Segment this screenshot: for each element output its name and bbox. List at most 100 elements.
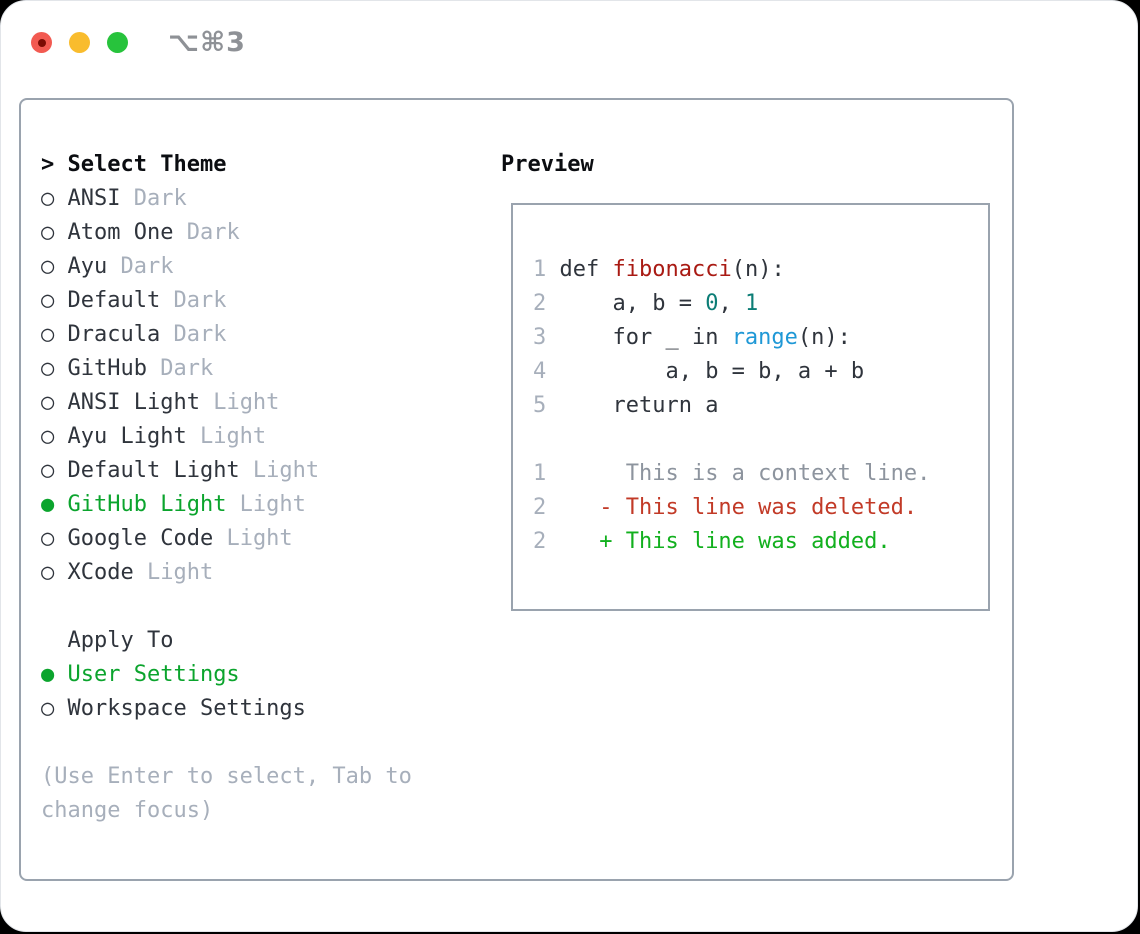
code-segment-plain: return a xyxy=(546,393,719,418)
option-variant-label: Dark xyxy=(107,254,174,279)
code-segment-plain: for _ in xyxy=(546,325,732,350)
keyboard-hint: (Use Enter to select, Tab to change focu… xyxy=(41,764,412,823)
theme-option-ansi-light[interactable]: ○ ANSI Light Light xyxy=(41,386,453,420)
option-variant-label: Dark xyxy=(160,288,227,313)
option-variant-label: Dark xyxy=(160,322,227,347)
code-segment-builtin: range xyxy=(731,325,798,350)
option-variant-label: Light xyxy=(186,424,267,449)
select-theme-header: > Select Theme xyxy=(41,148,453,182)
option-label: Ayu xyxy=(54,254,108,279)
preview-line: 1 def fibonacci(n): xyxy=(533,253,988,287)
code-segment-plain: (n): xyxy=(797,325,851,350)
preview-line: 1 This is a context line. xyxy=(533,457,988,491)
code-segment-plain: (n): xyxy=(731,257,785,282)
code-segment-num: 5 xyxy=(533,393,547,418)
radio-unselected-icon: ○ xyxy=(41,288,55,313)
option-label: User Settings xyxy=(54,662,240,687)
prompt-chevron-icon: > xyxy=(41,152,55,177)
option-label: Default Light xyxy=(54,458,240,483)
spacer xyxy=(41,590,453,624)
close-button[interactable] xyxy=(31,32,52,53)
title-bar: ⌥⌘3 xyxy=(31,27,246,58)
preview-column: Preview 1 def fibonacci(n): 2 a, b = 0, 1… xyxy=(501,148,990,611)
code-segment-added: + This line was added. xyxy=(546,529,891,554)
preview-label: Preview xyxy=(501,152,594,177)
code-segment-num: 2 xyxy=(533,291,547,316)
theme-option-ayu-light[interactable]: ○ Ayu Light Light xyxy=(41,420,453,454)
option-variant-label: Light xyxy=(239,458,320,483)
select-theme-header-label: Select Theme xyxy=(67,152,227,177)
theme-option-ansi[interactable]: ○ ANSI Dark xyxy=(41,182,453,216)
theme-option-atom-one[interactable]: ○ Atom One Dark xyxy=(41,216,453,250)
preview-line: 3 for _ in range(n): xyxy=(533,321,988,355)
theme-option-dracula[interactable]: ○ Dracula Dark xyxy=(41,318,453,352)
radio-unselected-icon: ○ xyxy=(41,186,55,211)
preview-line: 2 a, b = 0, 1 xyxy=(533,287,988,321)
code-segment-num: 4 xyxy=(533,359,547,384)
theme-option-github[interactable]: ○ GitHub Dark xyxy=(41,352,453,386)
code-segment-plain: def xyxy=(546,257,613,282)
option-variant-label: Dark xyxy=(120,186,187,211)
option-variant-label: Light xyxy=(226,492,306,517)
radio-selected-icon: ● xyxy=(41,662,55,687)
option-variant-label: Light xyxy=(199,390,280,415)
code-segment-plain: , xyxy=(718,291,745,316)
option-label: GitHub Light xyxy=(54,492,227,517)
radio-unselected-icon: ○ xyxy=(41,390,55,415)
option-variant-label: Dark xyxy=(146,356,214,381)
window-title: ⌥⌘3 xyxy=(168,27,246,58)
option-label: Ayu Light xyxy=(54,424,187,449)
radio-unselected-icon: ○ xyxy=(41,424,55,449)
theme-option-default[interactable]: ○ Default Dark xyxy=(41,284,453,318)
code-segment-num: 3 xyxy=(533,325,547,350)
option-label: GitHub xyxy=(54,356,147,381)
preview-line: 4 a, b = b, a + b xyxy=(533,355,988,389)
radio-unselected-icon: ○ xyxy=(41,458,55,483)
apply-to-list: ● User Settings ○ Workspace Settings xyxy=(41,658,453,726)
code-segment-func: fibonacci xyxy=(612,257,732,282)
code-segment-deleted: - This line was deleted. xyxy=(546,495,918,520)
radio-unselected-icon: ○ xyxy=(41,696,55,721)
option-label: Workspace Settings xyxy=(54,696,306,721)
code-segment-num: 1 xyxy=(533,257,547,282)
code-segment-plain: a, b = b, a + b xyxy=(546,359,865,384)
option-label: XCode xyxy=(54,560,134,585)
theme-list: ○ ANSI Dark ○ Atom One Dark ○ Ayu Dark ○ De… xyxy=(41,182,453,590)
code-segment-num: 1 xyxy=(533,461,547,486)
code-segment-number: 1 xyxy=(744,291,759,316)
code-segment-num: 2 xyxy=(533,495,547,520)
code-segment-plain: a, b = xyxy=(546,291,706,316)
apply-option-user-settings[interactable]: ● User Settings xyxy=(41,658,453,692)
preview-blank-line xyxy=(533,423,988,457)
theme-picker-panel: > Select Theme ○ ANSI Dark ○ Atom One Dar… xyxy=(19,98,1014,881)
apply-option-workspace-settings[interactable]: ○ Workspace Settings xyxy=(41,692,453,726)
code-segment-number: 0 xyxy=(705,291,719,316)
minimize-button[interactable] xyxy=(69,32,90,53)
theme-option-google-code[interactable]: ○ Google Code Light xyxy=(41,522,453,556)
option-label: ANSI Light xyxy=(54,390,200,415)
code-segment-context: This is a context line. xyxy=(546,461,931,486)
theme-option-xcode[interactable]: ○ XCode Light xyxy=(41,556,453,590)
close-dot-icon xyxy=(37,38,46,47)
preview-line: 2 - This line was deleted. xyxy=(533,491,988,525)
option-label: Default xyxy=(54,288,161,313)
theme-option-github-light[interactable]: ● GitHub Light Light xyxy=(41,488,453,522)
option-variant-label: Dark xyxy=(173,220,240,245)
radio-unselected-icon: ○ xyxy=(41,560,55,585)
radio-unselected-icon: ○ xyxy=(41,526,55,551)
option-label: Dracula xyxy=(54,322,161,347)
theme-option-default-light[interactable]: ○ Default Light Light xyxy=(41,454,453,488)
zoom-button[interactable] xyxy=(107,32,128,53)
preview-line: 2 + This line was added. xyxy=(533,525,988,559)
option-label: Google Code xyxy=(54,526,214,551)
option-variant-label: Light xyxy=(213,526,293,551)
radio-unselected-icon: ○ xyxy=(41,322,55,347)
theme-option-ayu[interactable]: ○ Ayu Dark xyxy=(41,250,453,284)
preview-line: 5 return a xyxy=(533,389,988,423)
radio-unselected-icon: ○ xyxy=(41,356,55,381)
radio-selected-icon: ● xyxy=(41,492,55,517)
code-segment-num: 2 xyxy=(533,529,547,554)
apply-to-header: Apply To xyxy=(67,628,174,653)
